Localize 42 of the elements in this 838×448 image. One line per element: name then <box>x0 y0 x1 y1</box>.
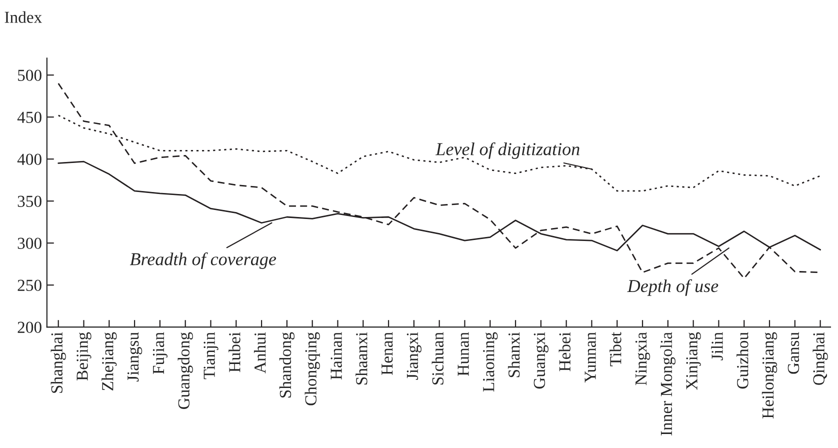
y-tick-label: 500 <box>18 70 42 81</box>
x-tick-label: Tibet <box>610 332 622 366</box>
x-tick-label: Shaanxi <box>356 332 368 384</box>
y-tick-label: 250 <box>18 280 42 291</box>
x-tick-label: Xinjiang <box>686 332 701 390</box>
y-tick-label: 450 <box>17 112 42 123</box>
x-tick-label: Shanghai <box>50 332 66 393</box>
x-tick-label: Guizhou <box>736 332 748 389</box>
x-tick-label: Anhui <box>254 332 266 374</box>
x-tick-label: Fujian <box>152 332 168 374</box>
x-tick-label: Sichuan <box>432 332 444 384</box>
x-tick-label: Guangdong <box>178 332 193 409</box>
x-tick-label: Hubei <box>228 332 240 372</box>
x-tick-label: Ningxia <box>635 332 650 386</box>
x-tick-label: Tianjin <box>204 332 218 380</box>
y-tick-label: 400 <box>17 154 42 165</box>
y-axis-title: Index <box>4 11 42 23</box>
x-tick-label: Qinghai <box>812 332 828 385</box>
annotation: Depth of use <box>627 279 718 296</box>
x-tick-label: Liaoning <box>483 332 498 392</box>
x-tick-label: Hebei <box>558 332 570 372</box>
x-tick-label: Inner Mongolia <box>660 332 676 436</box>
x-tick-label: Chongqing <box>304 332 320 406</box>
x-tick-label: Shandong <box>279 332 295 398</box>
x-tick-label: Guangxi <box>534 332 548 389</box>
annotation: Level of digitization <box>435 142 580 159</box>
annotation: Breadth of coverage <box>130 252 276 269</box>
x-tick-label: Gansu <box>788 332 800 374</box>
y-tick-label: 200 <box>18 322 42 333</box>
x-tick-label: Jiangxi <box>406 332 422 380</box>
y-tick-label: 300 <box>18 238 42 249</box>
x-tick-label: Hainan <box>330 332 342 380</box>
x-tick-label: Yunnan <box>584 332 596 383</box>
x-tick-label: Hunan <box>458 332 469 376</box>
x-tick-label: Beijing <box>76 332 92 380</box>
x-tick-label: Jiangsu <box>127 332 142 382</box>
x-tick-label: Heilongjiang <box>762 332 778 418</box>
x-tick-label: Shanxi <box>508 332 520 378</box>
x-tick-label: Zhejiang <box>102 332 117 390</box>
x-tick-label: Jilin <box>711 332 723 360</box>
y-tick-label: 350 <box>18 196 42 207</box>
x-tick-label: Henan <box>382 332 393 375</box>
